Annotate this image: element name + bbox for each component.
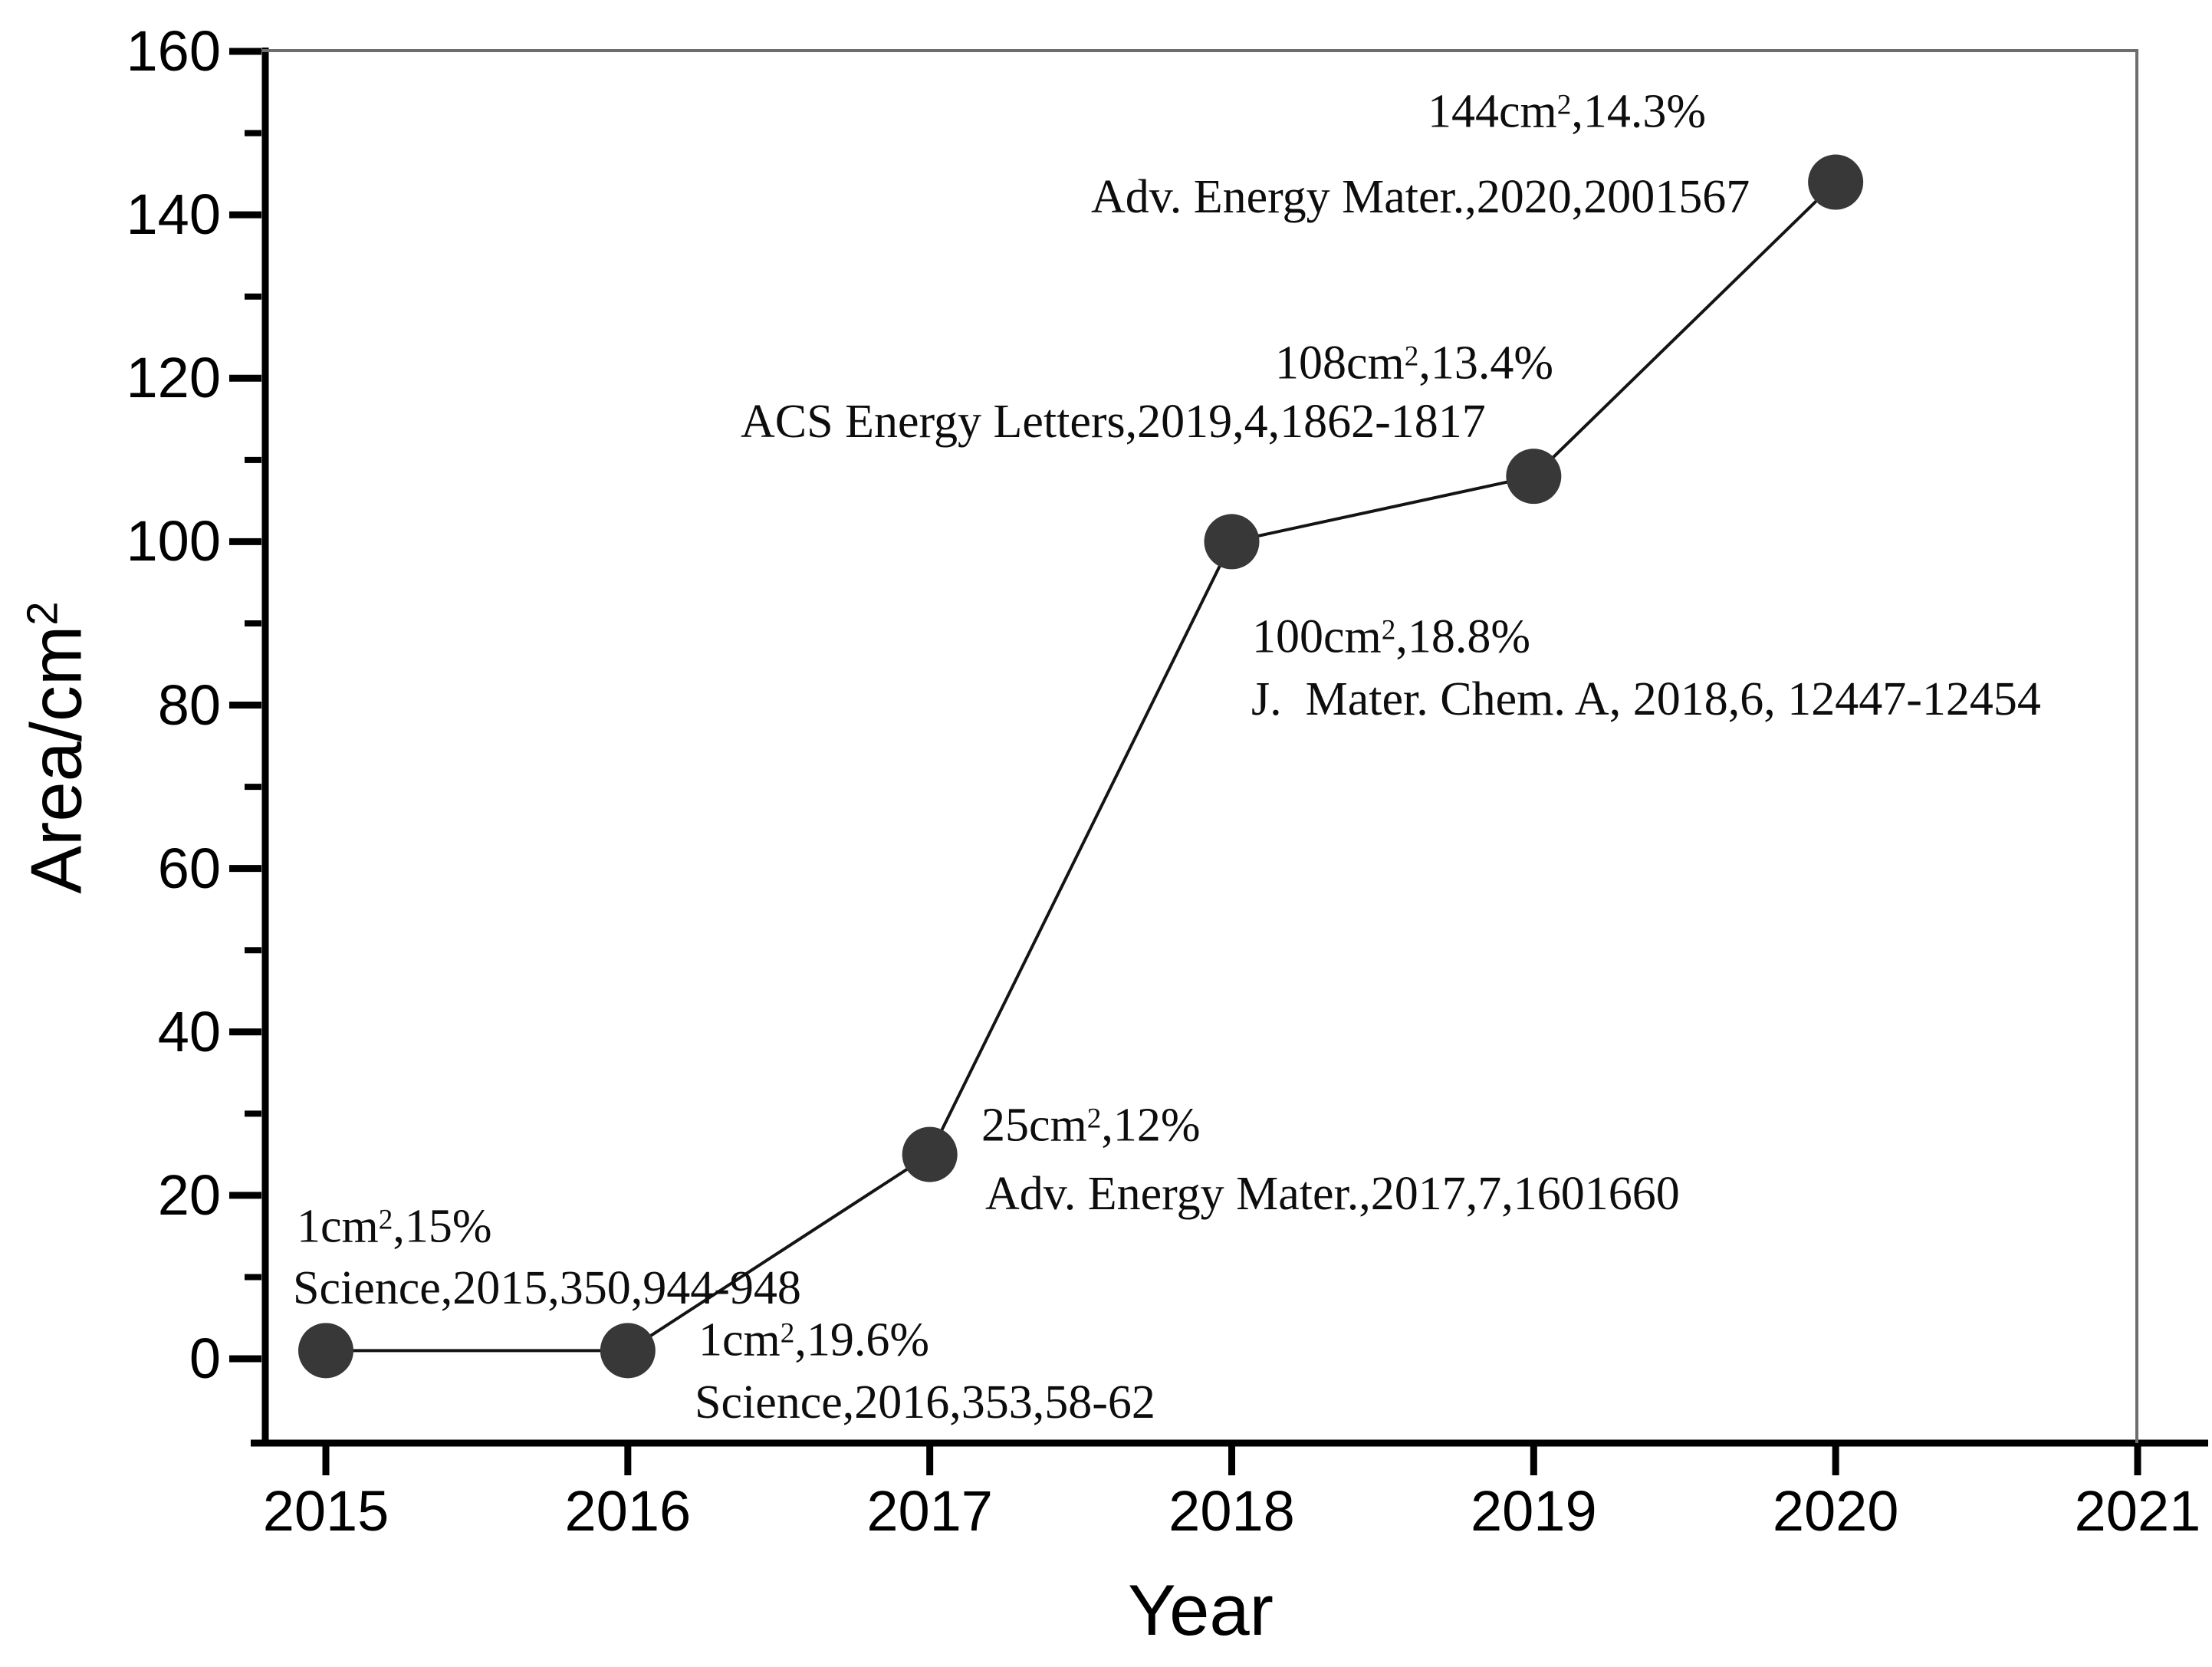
annotation-text: ACS Energy Letters,2019,4,1862-1817	[741, 396, 1486, 448]
data-point-2017	[902, 1126, 958, 1182]
axis-ticks	[229, 48, 2141, 1475]
annotation-2017-area-efficiency: 25cm2,12%	[981, 1102, 1201, 1156]
annotation-text: 144cm	[1428, 85, 1557, 138]
axes-spines	[251, 48, 2208, 1447]
annotation-text: ,19.6%	[794, 1314, 929, 1366]
superscript-text: 2	[1381, 614, 1396, 646]
y-tick-label-40: 40	[157, 999, 221, 1064]
annotation-text: ,15%	[393, 1200, 492, 1253]
y-tick-label-120: 120	[126, 346, 221, 410]
data-point-2018	[1204, 514, 1260, 570]
x-axis-title: Year	[1128, 1574, 1274, 1646]
annotation-text: Science,2015,350,944-948	[293, 1262, 801, 1314]
y-axis-title: Area/cm2	[16, 601, 103, 893]
annotation-2015-area-efficiency: 1cm2,15%	[297, 1203, 492, 1258]
annotation-text: 25cm	[981, 1099, 1087, 1152]
annotation-text: ,18.8%	[1395, 610, 1530, 663]
y-tick-label-20: 20	[157, 1162, 221, 1227]
annotation-2019-reference: ACS Energy Letters,2019,4,1862-1817	[741, 398, 1486, 446]
superscript-text: 2	[378, 1204, 393, 1236]
annotation-text: ,12%	[1101, 1099, 1201, 1152]
data-point-2016	[600, 1323, 656, 1379]
y-tick-label-0: 0	[189, 1327, 221, 1390]
superscript-text: 2	[1404, 340, 1419, 373]
x-axis-title-text: Year	[1128, 1570, 1274, 1650]
annotation-2016-area-efficiency: 1cm2,19.6%	[698, 1317, 929, 1371]
annotation-2020-reference: Adv. Energy Mater.,2020,2001567	[1091, 173, 1750, 221]
y-tick-label-100: 100	[126, 509, 221, 574]
x-tick-label-2017: 2017	[866, 1479, 993, 1543]
annotation-2015-reference: Science,2015,350,944-948	[293, 1264, 801, 1312]
series-line	[326, 181, 1837, 1353]
data-point-2020	[1808, 154, 1864, 210]
annotation-text: Science,2016,353,58-62	[695, 1376, 1155, 1429]
annotation-text: Adv. Energy Mater.,2020,2001567	[1091, 171, 1750, 223]
y-axis-title-text: Area/cm	[15, 625, 97, 894]
x-tick-label-2021: 2021	[2074, 1479, 2201, 1543]
annotation-2018-reference: J. Mater. Chem. A, 2018,6, 12447-12454	[1251, 676, 2041, 723]
y-tick-label-60: 60	[157, 836, 221, 900]
annotation-2018-area-efficiency: 100cm2,18.8%	[1252, 613, 1530, 668]
annotation-text: 1cm	[698, 1314, 781, 1366]
annotation-text: 108cm	[1275, 337, 1405, 390]
annotation-text: J. Mater. Chem. A, 2018,6, 12447-12454	[1251, 673, 2041, 725]
x-tick-label-2015: 2015	[262, 1479, 389, 1543]
y-axis-title-superscript: 2	[18, 601, 67, 626]
y-tick-label-140: 140	[126, 182, 221, 247]
x-tick-label-2020: 2020	[1772, 1479, 1899, 1543]
superscript-text: 2	[1086, 1103, 1102, 1135]
data-series	[298, 154, 1864, 1379]
x-tick-label-2019: 2019	[1471, 1479, 1597, 1543]
data-point-2019	[1506, 449, 1562, 505]
annotation-text: 1cm	[297, 1200, 379, 1253]
annotation-text: 100cm	[1252, 610, 1382, 663]
annotation-text: Adv. Energy Mater.,2017,7,1601660	[985, 1168, 1680, 1220]
y-tick-label-80: 80	[157, 672, 221, 737]
annotation-2020-area-efficiency: 144cm2,14.3%	[1428, 88, 1706, 143]
annotation-2016-reference: Science,2016,353,58-62	[695, 1379, 1155, 1426]
superscript-text: 2	[780, 1317, 795, 1350]
annotation-2019-area-efficiency: 108cm2,13.4%	[1275, 340, 1553, 394]
annotation-text: ,13.4%	[1418, 337, 1553, 390]
data-point-2015	[298, 1323, 353, 1379]
annotation-text: ,14.3%	[1571, 85, 1706, 138]
y-tick-label-160: 160	[126, 19, 221, 84]
x-tick-label-2016: 2016	[564, 1479, 692, 1543]
annotation-2017-reference: Adv. Energy Mater.,2017,7,1601660	[985, 1170, 1680, 1218]
superscript-text: 2	[1556, 89, 1572, 121]
x-tick-label-2018: 2018	[1168, 1479, 1295, 1543]
